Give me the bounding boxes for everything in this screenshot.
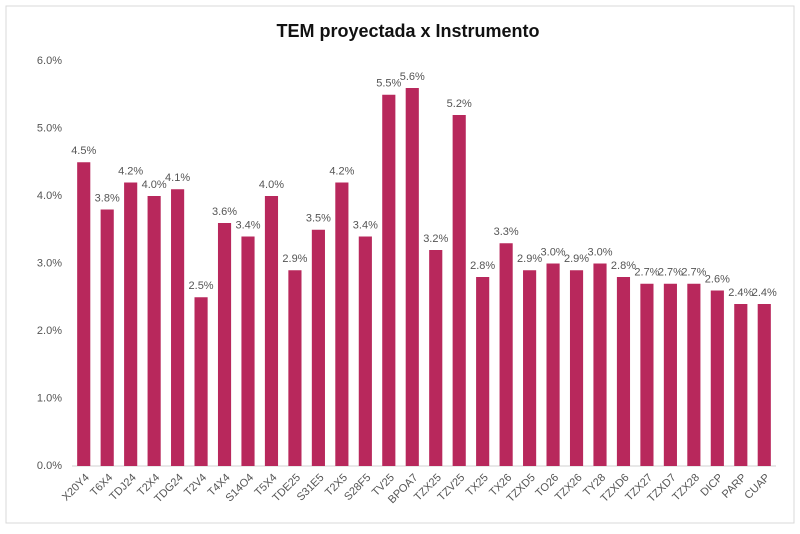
value-label: 3.0% xyxy=(587,246,612,258)
value-label: 4.2% xyxy=(118,165,143,177)
bar xyxy=(523,270,537,466)
bar xyxy=(405,88,419,466)
value-label: 4.0% xyxy=(142,179,167,191)
value-label: 3.4% xyxy=(235,219,260,231)
bar xyxy=(452,115,466,466)
bar xyxy=(264,196,279,466)
bar xyxy=(429,250,443,466)
value-label: 2.9% xyxy=(282,253,307,265)
bar xyxy=(710,290,724,466)
value-label: 4.1% xyxy=(165,172,190,184)
bar xyxy=(663,283,677,466)
chart-title: TEM proyectada x Instrumento xyxy=(276,21,539,41)
bar xyxy=(546,263,560,466)
y-tick-label: 0.0% xyxy=(37,460,62,472)
bar xyxy=(593,263,607,466)
bar xyxy=(311,229,325,466)
bar xyxy=(77,162,91,466)
value-label: 2.4% xyxy=(728,287,753,299)
value-label: 3.8% xyxy=(95,192,120,204)
value-label: 3.4% xyxy=(353,219,378,231)
bar xyxy=(335,182,349,466)
chart-border xyxy=(5,5,795,524)
bar xyxy=(147,196,161,466)
value-label: 4.5% xyxy=(71,145,96,157)
bar xyxy=(382,94,396,466)
y-tick-label: 5.0% xyxy=(37,122,62,134)
value-label: 5.6% xyxy=(400,71,425,83)
bar xyxy=(569,270,584,466)
value-label: 2.7% xyxy=(658,267,683,279)
bar xyxy=(476,277,490,466)
bar xyxy=(640,283,654,466)
bar xyxy=(217,223,232,466)
value-label: 5.2% xyxy=(447,98,472,110)
y-tick-label: 1.0% xyxy=(37,392,62,404)
value-label: 4.2% xyxy=(329,165,354,177)
value-label: 2.6% xyxy=(705,273,730,285)
bar xyxy=(358,236,372,466)
bar xyxy=(757,304,771,466)
y-tick-label: 6.0% xyxy=(37,55,62,67)
value-label: 2.4% xyxy=(752,287,777,299)
bar xyxy=(124,182,138,466)
value-label: 4.0% xyxy=(259,179,284,191)
value-label: 3.0% xyxy=(541,246,566,258)
bar xyxy=(100,209,114,466)
y-tick-label: 4.0% xyxy=(37,190,62,202)
bar xyxy=(288,270,302,466)
bar xyxy=(616,277,631,466)
bar xyxy=(734,304,748,466)
value-label: 2.9% xyxy=(564,253,589,265)
value-label: 2.7% xyxy=(681,267,706,279)
value-label: 5.5% xyxy=(376,78,401,90)
value-label: 2.5% xyxy=(189,280,214,292)
value-label: 3.3% xyxy=(494,226,519,238)
value-label: 2.8% xyxy=(611,260,636,272)
bar xyxy=(241,236,255,466)
y-tick-label: 2.0% xyxy=(37,325,62,337)
value-label: 3.2% xyxy=(423,233,448,245)
bar xyxy=(499,243,513,466)
value-label: 3.6% xyxy=(212,206,237,218)
bar xyxy=(171,189,185,466)
value-label: 3.5% xyxy=(306,213,331,225)
value-label: 2.7% xyxy=(634,267,659,279)
value-label: 2.9% xyxy=(517,253,542,265)
bar xyxy=(687,283,701,466)
y-tick-label: 3.0% xyxy=(37,257,62,269)
bar xyxy=(194,297,208,466)
value-label: 2.8% xyxy=(470,260,495,272)
